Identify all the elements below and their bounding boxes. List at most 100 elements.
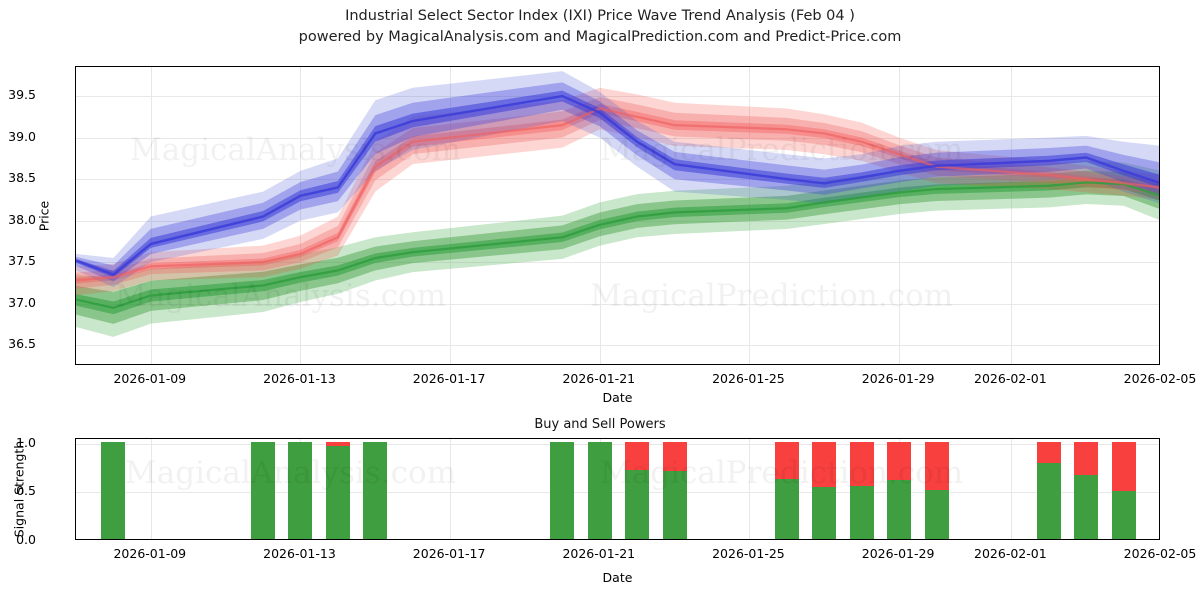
x-tick-label: 2026-01-25 xyxy=(712,546,785,561)
x-tick-label: 2026-02-01 xyxy=(974,546,1047,561)
buy-power-segment xyxy=(101,441,126,539)
gridline-v xyxy=(599,67,601,364)
sell-power-segment xyxy=(924,441,949,491)
x-tick-label: 2026-01-13 xyxy=(263,546,336,561)
y-tick-label: 0.0 xyxy=(16,532,36,547)
signal-bar xyxy=(1074,441,1099,539)
buy-power-segment xyxy=(625,470,650,539)
buy-power-segment xyxy=(849,485,874,539)
signal-bar xyxy=(849,441,874,539)
sell-power-segment xyxy=(812,441,837,487)
buy-sell-powers-plot xyxy=(75,438,1160,540)
gridline-h xyxy=(76,345,1159,347)
buy-power-segment xyxy=(1111,491,1136,539)
green-wave-center-line xyxy=(76,181,1159,310)
red-wave-center-line xyxy=(76,107,1159,282)
blue-wave-center-line xyxy=(76,94,1159,277)
y-tick-label: 38.0 xyxy=(8,211,36,227)
y-tick-label: 39.5 xyxy=(8,87,36,103)
x-tick-label: 2026-01-17 xyxy=(412,546,486,561)
green-wave-outer-band xyxy=(76,160,1159,337)
sell-power-segment xyxy=(849,441,874,486)
sell-power-segment xyxy=(1036,441,1061,464)
buy-power-segment xyxy=(288,441,313,539)
signal-bar xyxy=(101,441,126,539)
gridline-v xyxy=(450,439,452,539)
chart-title-line1: Industrial Select Sector Index (IXI) Pri… xyxy=(345,8,855,24)
y-tick-label: 38.5 xyxy=(8,170,36,186)
signal-bar xyxy=(774,441,799,539)
buy-power-segment xyxy=(924,490,949,539)
buy-power-segment xyxy=(251,441,276,539)
x-tick-label: 2026-02-05 xyxy=(1123,371,1197,386)
gridline-v xyxy=(300,67,302,364)
red-wave-mid-band xyxy=(76,97,1159,289)
signal-xaxis-label: Date xyxy=(602,570,633,585)
x-tick-label: 2026-01-29 xyxy=(861,371,935,386)
x-tick-label: 2026-01-09 xyxy=(113,371,187,386)
x-tick-label: 2026-01-21 xyxy=(562,371,636,386)
gridline-h xyxy=(76,303,1159,305)
signal-bar xyxy=(1036,441,1061,539)
gridline-v xyxy=(1011,439,1013,539)
sell-power-segment xyxy=(1111,441,1136,492)
buy-power-segment xyxy=(662,471,687,539)
red-wave-outer-band xyxy=(76,87,1159,296)
signal-bar xyxy=(550,441,575,539)
signal-bar xyxy=(887,441,912,539)
y-tick-label: 1.0 xyxy=(16,434,36,450)
buy-power-segment xyxy=(812,486,837,539)
bar-chart-title: Buy and Sell Powers xyxy=(534,417,666,432)
signal-bar xyxy=(1111,441,1136,539)
buy-power-segment xyxy=(1074,474,1099,539)
gridline-h xyxy=(76,262,1159,264)
sell-power-segment xyxy=(625,441,650,471)
x-tick-label: 2026-01-25 xyxy=(712,371,785,386)
signal-bar xyxy=(288,441,313,539)
gridline-v xyxy=(150,67,152,364)
buy-power-segment xyxy=(887,479,912,539)
buy-power-segment xyxy=(325,445,350,539)
signal-bar xyxy=(812,441,837,539)
buy-power-segment xyxy=(587,441,612,539)
y-tick-label: 36.5 xyxy=(8,336,36,352)
price-axis-label: Price xyxy=(36,200,52,231)
x-tick-label: 2026-01-21 xyxy=(562,546,636,561)
gridline-v xyxy=(899,67,901,364)
y-tick-label: 39.0 xyxy=(8,128,36,144)
x-tick-label: 2026-02-05 xyxy=(1123,546,1197,561)
sell-power-segment xyxy=(325,441,350,446)
gridline-v xyxy=(1011,67,1013,364)
signal-bar xyxy=(924,441,949,539)
signal-bar xyxy=(587,441,612,539)
gridline-h xyxy=(76,96,1159,98)
signal-bar xyxy=(251,441,276,539)
y-tick-label: 0.5 xyxy=(16,483,36,499)
sell-power-segment xyxy=(774,441,799,479)
signal-bar xyxy=(625,441,650,539)
sell-power-segment xyxy=(662,441,687,471)
buy-power-segment xyxy=(1036,463,1061,539)
gridline-h xyxy=(76,179,1159,181)
gridline-h xyxy=(76,443,1159,445)
gridline-v xyxy=(450,67,452,364)
gridline-v xyxy=(749,67,751,364)
chart-title-line2: powered by MagicalAnalysis.com and Magic… xyxy=(298,29,902,45)
red-wave-inner-band xyxy=(76,103,1159,284)
sell-power-segment xyxy=(1074,441,1099,475)
signal-bar xyxy=(662,441,687,539)
sell-power-segment xyxy=(887,441,912,480)
wave-bands xyxy=(76,71,1159,337)
price-xaxis-label: Date xyxy=(602,390,633,405)
signal-bar xyxy=(363,441,388,539)
y-tick-label: 37.5 xyxy=(8,253,36,269)
x-tick-label: 2026-01-09 xyxy=(113,546,187,561)
gridline-v xyxy=(150,439,152,539)
x-tick-label: 2026-01-29 xyxy=(861,546,935,561)
x-tick-label: 2026-01-13 xyxy=(263,371,336,386)
signal-bar xyxy=(325,441,350,539)
buy-power-segment xyxy=(550,441,575,539)
price-wave-plot xyxy=(75,66,1160,365)
x-tick-label: 2026-02-01 xyxy=(974,371,1047,386)
buy-power-segment xyxy=(774,478,799,539)
